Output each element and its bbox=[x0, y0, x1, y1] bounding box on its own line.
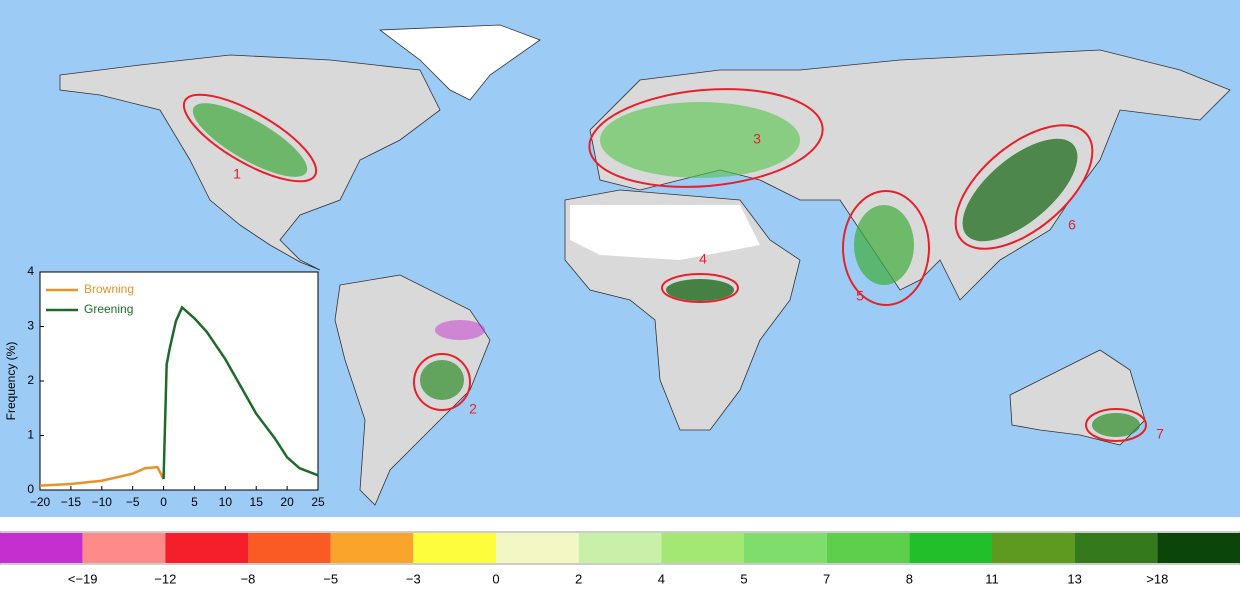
y-tick-label: 1 bbox=[27, 428, 34, 442]
colorbar-label: −8 bbox=[241, 571, 256, 586]
region-ellipse bbox=[1085, 408, 1147, 442]
series-line bbox=[39, 465, 165, 487]
x-tick-label: 20 bbox=[280, 495, 294, 509]
region-label: 6 bbox=[1068, 217, 1076, 233]
green-patch bbox=[854, 205, 914, 285]
green-patch bbox=[1092, 413, 1140, 437]
x-tick-label: 0 bbox=[160, 495, 167, 509]
green-patch bbox=[600, 102, 800, 178]
region-ellipse bbox=[842, 190, 930, 306]
y-tick-label: 0 bbox=[27, 482, 34, 496]
legend-label: Browning bbox=[84, 282, 134, 296]
plot-area bbox=[39, 271, 319, 491]
brown-patch bbox=[435, 320, 485, 340]
region-ellipse bbox=[182, 93, 318, 183]
colorbar-label: 5 bbox=[740, 571, 747, 586]
region-ellipse bbox=[413, 353, 471, 411]
region-label: 3 bbox=[753, 131, 761, 147]
region-label: 4 bbox=[699, 251, 707, 267]
colorbar-label: >18 bbox=[1146, 571, 1168, 586]
color-segment bbox=[992, 533, 1075, 563]
y-axis-label: Frequency (%) bbox=[4, 342, 18, 421]
color-segment bbox=[744, 533, 827, 563]
region-label: 2 bbox=[469, 401, 477, 417]
colorbar-label: −5 bbox=[323, 571, 338, 586]
green-patch bbox=[192, 103, 308, 177]
region-label: 1 bbox=[233, 166, 241, 182]
y-tick-label: 2 bbox=[27, 373, 34, 387]
x-tick-label: −5 bbox=[126, 495, 140, 509]
color-segment bbox=[1074, 533, 1158, 563]
colorbar-label: 7 bbox=[823, 571, 830, 586]
colorbar-label: 4 bbox=[658, 571, 665, 586]
sahara bbox=[570, 205, 760, 260]
colorbar-label: −3 bbox=[406, 571, 421, 586]
x-tick-label: 25 bbox=[311, 495, 325, 509]
x-tick-label: 10 bbox=[219, 495, 233, 509]
green-patch bbox=[962, 138, 1078, 242]
x-tick-label: 15 bbox=[250, 495, 264, 509]
color-segment bbox=[248, 533, 331, 563]
colorbar-label: 0 bbox=[492, 571, 499, 586]
x-tick-label: −15 bbox=[61, 495, 82, 509]
region-ellipse bbox=[954, 124, 1094, 250]
region-outlines bbox=[182, 88, 1147, 442]
color-segment bbox=[413, 533, 496, 563]
color-segment bbox=[661, 533, 744, 563]
colorbar-label: 11 bbox=[985, 571, 999, 586]
region-ellipse bbox=[661, 273, 739, 303]
series-line bbox=[162, 305, 319, 480]
color-segment bbox=[330, 533, 414, 563]
color-segment bbox=[0, 533, 83, 563]
color-segment bbox=[826, 533, 910, 563]
color-segment bbox=[165, 533, 248, 563]
colorbar-label: <−19 bbox=[68, 571, 98, 586]
color-segment bbox=[496, 533, 579, 563]
colorbar-label: 2 bbox=[575, 571, 582, 586]
color-segment bbox=[1157, 533, 1240, 563]
colorbar-label: 13 bbox=[1067, 571, 1081, 586]
x-tick-label: −10 bbox=[92, 495, 113, 509]
region-label: 7 bbox=[1156, 426, 1164, 442]
color-segment bbox=[82, 533, 166, 563]
colorbar-label: 8 bbox=[906, 571, 913, 586]
x-tick-label: −20 bbox=[30, 495, 51, 509]
x-tick-label: 5 bbox=[191, 495, 198, 509]
legend-label: Greening bbox=[84, 302, 133, 316]
color-segment bbox=[909, 533, 992, 563]
green-patch bbox=[420, 360, 464, 400]
y-tick-label: 4 bbox=[27, 264, 34, 278]
y-tick-label: 3 bbox=[27, 319, 34, 333]
greenland bbox=[378, 24, 541, 101]
region-ellipse bbox=[588, 88, 824, 188]
region-label: 5 bbox=[856, 288, 864, 304]
colorbar-label: −12 bbox=[154, 571, 176, 586]
color-segment bbox=[578, 533, 662, 563]
green-patch bbox=[666, 279, 734, 301]
inset-chart: Frequency (%) −20 −15 −10 −5 0 5 10 15 20 25 0 1 2 3 4… bbox=[4, 264, 325, 509]
vegetation bbox=[192, 102, 1140, 437]
